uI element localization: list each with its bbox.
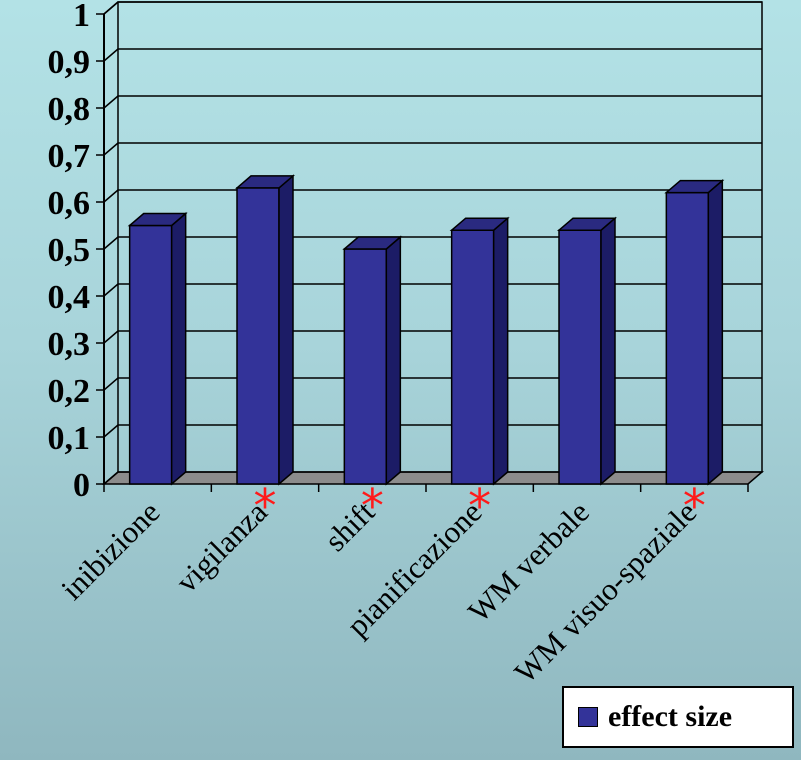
bar-front <box>343 248 388 485</box>
side-gridline <box>103 48 119 62</box>
y-axis-top-edge <box>103 1 119 15</box>
y-tick-label: 0,1 <box>48 420 91 457</box>
y-tick-label: 1 <box>73 0 90 34</box>
side-gridline <box>103 283 119 297</box>
bar-shift <box>342 235 403 486</box>
y-tick-label: 0,4 <box>48 279 91 316</box>
bar-inibizione <box>127 211 188 486</box>
axis-layer <box>96 1 749 492</box>
side-gridline <box>103 95 119 109</box>
y-tick-label: 0,5 <box>48 232 91 269</box>
y-tick-label: 0 <box>73 467 90 504</box>
bar-side <box>278 174 294 486</box>
bar-top <box>127 212 188 227</box>
bar-top <box>556 217 618 231</box>
bar-wm-verbale <box>556 216 618 486</box>
bar-front <box>450 229 495 485</box>
bars <box>127 174 725 486</box>
side-gridline <box>103 424 119 438</box>
bar-front <box>558 229 602 485</box>
bar-vigilanza <box>234 174 296 486</box>
plot-floor <box>101 471 765 485</box>
bar-wm-visuo-spaziale <box>664 178 725 486</box>
bar-side <box>600 216 616 486</box>
bar-top <box>664 179 725 194</box>
y-tick-label: 0,3 <box>48 326 91 363</box>
y-tick-label: 0,2 <box>48 373 91 410</box>
bar-side <box>170 211 187 486</box>
y-tick-label: 0,7 <box>48 138 91 175</box>
side-gridline <box>103 377 119 391</box>
grid-layer <box>101 1 765 485</box>
side-gridline <box>103 142 119 156</box>
bar-front <box>236 187 280 485</box>
bar-side <box>385 235 402 486</box>
bar-side <box>492 216 509 486</box>
bar-pianificazione <box>449 216 510 486</box>
y-tick-label: 0,8 <box>48 91 91 128</box>
bar-top <box>449 217 510 231</box>
y-tick-label: 0,6 <box>48 185 91 222</box>
legend-swatch <box>578 707 598 727</box>
bar-front <box>128 224 173 485</box>
x-tick-label: WM visuo-spaziale <box>507 494 703 690</box>
side-gridline <box>103 471 119 485</box>
y-tick-label: 0,9 <box>48 44 91 81</box>
x-tick-label: vigilanza <box>169 494 274 599</box>
side-gridline <box>103 330 119 344</box>
bar-top <box>234 175 296 189</box>
significance-marker: * <box>254 479 277 533</box>
significance-marker: * <box>361 479 384 533</box>
legend-label: effect size <box>608 700 733 733</box>
side-gridline <box>103 189 119 203</box>
legend: effect size <box>562 686 794 748</box>
bar-front <box>665 191 710 485</box>
bar-top <box>342 236 403 250</box>
side-gridline <box>103 236 119 250</box>
x-tick-label: inibizione <box>54 494 166 606</box>
bar-side <box>707 178 724 486</box>
significance-marker: * <box>683 479 706 533</box>
significance-marker: * <box>468 479 491 533</box>
